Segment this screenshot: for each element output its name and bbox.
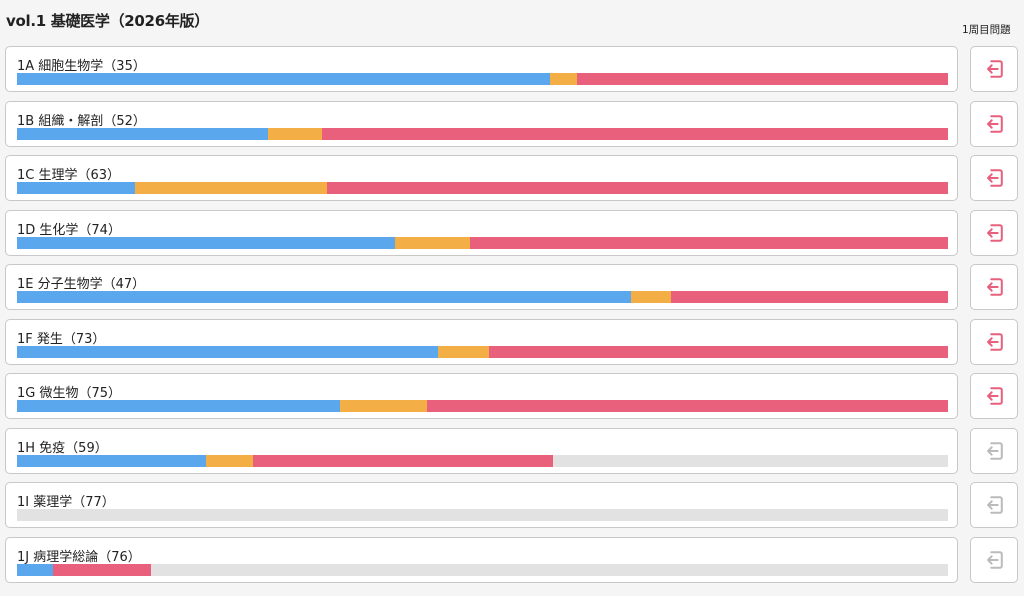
chapter-label: 1J 病理学総論（76） — [17, 549, 141, 565]
progress-partial-segment — [205, 454, 254, 467]
progress-incorrect-segment — [53, 563, 152, 576]
chapter-card[interactable]: 1G 微生物（75） — [5, 373, 958, 419]
return-icon — [987, 496, 1003, 514]
progress-bar — [17, 73, 948, 85]
progress-partial-segment — [631, 291, 672, 303]
progress-partial-segment — [549, 73, 577, 85]
chapter-card[interactable]: 1B 組織・解剖（52） — [5, 100, 958, 147]
chapter-row: 1H 免疫（59） — [0, 427, 1024, 476]
progress-bar — [17, 182, 948, 194]
chapter-row: 1A 細胞生物学（35） — [0, 46, 1024, 94]
chapter-row: 1J 病理学総論（76） — [0, 536, 1024, 585]
return-icon — [987, 114, 1003, 133]
progress-correct-segment — [17, 454, 206, 467]
review-button[interactable] — [970, 373, 1018, 419]
progress-incorrect-segment — [671, 291, 948, 303]
chapter-label: 1E 分子生物学（47） — [17, 277, 146, 292]
chapter-label: 1H 免疫（59） — [17, 440, 108, 456]
progress-bar — [17, 345, 948, 358]
chapter-row: 1D 生化学（74） — [0, 209, 1024, 258]
chapter-label: 1B 組織・解剖（52） — [17, 113, 146, 129]
chapter-row: 1E 分子生物学（47） — [0, 264, 1024, 312]
progress-incorrect-segment — [489, 345, 948, 358]
progress-partial-segment — [268, 127, 323, 140]
chapter-card[interactable]: 1D 生化学（74） — [5, 209, 958, 256]
progress-partial-segment — [135, 182, 328, 194]
progress-correct-segment — [17, 127, 269, 140]
chapter-card[interactable]: 1I 薬理学（77） — [5, 482, 958, 528]
chapter-label: 1F 発生（73） — [17, 331, 106, 347]
progress-partial-segment — [394, 236, 471, 249]
progress-bar — [17, 236, 948, 249]
chapter-label: 1I 薬理学（77） — [17, 495, 115, 510]
return-icon — [987, 60, 1003, 78]
progress-correct-segment — [17, 563, 54, 576]
chapter-card[interactable]: 1C 生理学（63） — [5, 155, 958, 201]
review-button[interactable] — [970, 482, 1018, 528]
progress-incorrect-segment — [576, 73, 948, 85]
review-button[interactable] — [970, 264, 1018, 310]
progress-incorrect-segment — [426, 400, 948, 412]
return-icon — [987, 332, 1003, 351]
chapter-label: 1G 微生物（75） — [17, 386, 122, 401]
chapter-row: 1B 組織・解剖（52） — [0, 100, 1024, 149]
progress-partial-segment — [340, 400, 427, 412]
progress-bar — [17, 127, 948, 140]
return-icon — [987, 169, 1003, 187]
progress-incorrect-segment — [327, 182, 948, 194]
review-button[interactable] — [970, 318, 1018, 365]
chapter-card[interactable]: 1A 細胞生物学（35） — [5, 46, 958, 92]
progress-incorrect-segment — [322, 127, 948, 140]
chapter-card[interactable]: 1J 病理学総論（76） — [5, 536, 958, 583]
progress-incorrect-segment — [470, 236, 948, 249]
chapter-row: 1G 微生物（75） — [0, 373, 1024, 421]
review-button[interactable] — [970, 536, 1018, 583]
progress-bar — [17, 400, 948, 412]
return-icon — [987, 387, 1003, 405]
progress-correct-segment — [17, 236, 395, 249]
progress-correct-segment — [17, 400, 341, 412]
review-button[interactable] — [970, 100, 1018, 147]
return-icon — [987, 278, 1003, 296]
progress-bar — [17, 291, 948, 303]
progress-incorrect-segment — [253, 454, 554, 467]
chapter-card[interactable]: 1E 分子生物学（47） — [5, 264, 958, 310]
progress-correct-segment — [17, 73, 550, 85]
page-title: vol.1 基礎医学（2026年版） — [6, 12, 209, 30]
progress-correct-segment — [17, 291, 632, 303]
chapter-label: 1C 生理学（63） — [17, 168, 121, 183]
progress-correct-segment — [17, 182, 136, 194]
chapter-label: 1A 細胞生物学（35） — [17, 59, 146, 74]
progress-bar — [17, 509, 948, 521]
review-button[interactable] — [970, 209, 1018, 256]
chapter-row: 1C 生理学（63） — [0, 155, 1024, 203]
chapter-list: 1A 細胞生物学（35） 1B 組織・解剖（52） 1C 生理学（63） 1D 生化学… — [0, 46, 1024, 591]
review-button[interactable] — [970, 427, 1018, 474]
return-icon — [987, 441, 1003, 460]
return-icon — [987, 223, 1003, 242]
progress-bar — [17, 454, 948, 467]
review-button[interactable] — [970, 155, 1018, 201]
progress-correct-segment — [17, 345, 438, 358]
progress-bar — [17, 563, 948, 576]
progress-partial-segment — [437, 345, 489, 358]
chapter-label: 1D 生化学（74） — [17, 222, 121, 238]
review-button[interactable] — [970, 46, 1018, 92]
review-column-header: 1周目問題 — [962, 24, 1011, 36]
chapter-card[interactable]: 1H 免疫（59） — [5, 427, 958, 474]
return-icon — [987, 550, 1003, 569]
chapter-row: 1I 薬理学（77） — [0, 482, 1024, 530]
chapter-row: 1F 発生（73） — [0, 318, 1024, 367]
chapter-card[interactable]: 1F 発生（73） — [5, 318, 958, 365]
